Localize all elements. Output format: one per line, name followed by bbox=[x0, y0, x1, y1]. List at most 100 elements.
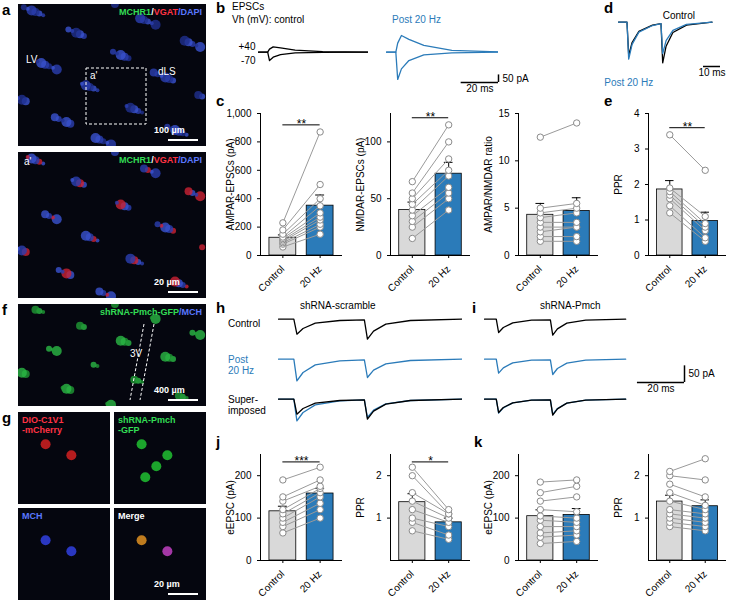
html-text:Post: Post bbox=[228, 354, 248, 365]
html-text:h: h bbox=[216, 299, 226, 316]
html-text:d: d bbox=[604, 0, 614, 16]
svg-text:200: 200 bbox=[235, 470, 252, 481]
svg-text:100: 100 bbox=[493, 512, 510, 523]
svg-text:100: 100 bbox=[365, 136, 382, 147]
html-text:20 Hz: 20 Hz bbox=[228, 365, 255, 376]
svg-text:20 Hz: 20 Hz bbox=[554, 568, 580, 594]
svg-text:10 ms: 10 ms bbox=[698, 67, 725, 78]
html-text:20 µm: 20 µm bbox=[154, 579, 180, 589]
svg-text:0: 0 bbox=[504, 250, 510, 261]
svg-text:**: ** bbox=[426, 110, 436, 124]
svg-text:0: 0 bbox=[634, 250, 640, 261]
svg-text:100: 100 bbox=[235, 512, 252, 523]
svg-text:400: 400 bbox=[235, 193, 252, 204]
svg-text:10: 10 bbox=[498, 155, 510, 166]
html-text:EPSCs: EPSCs bbox=[232, 1, 265, 12]
svg-text:-70: -70 bbox=[241, 55, 256, 66]
svg-text:***: *** bbox=[294, 454, 308, 468]
html-text:MCH: MCH bbox=[22, 511, 43, 521]
svg-text:Control: Control bbox=[663, 10, 695, 21]
html-text:-mCherry: -mCherry bbox=[22, 425, 62, 436]
svg-text:**: ** bbox=[683, 120, 693, 134]
svg-text:Control: Control bbox=[513, 263, 544, 294]
svg-text:20 Hz: 20 Hz bbox=[298, 568, 324, 594]
svg-text:AMPAR/NMDAR ratio: AMPAR/NMDAR ratio bbox=[483, 136, 494, 233]
svg-text:3: 3 bbox=[634, 143, 640, 154]
svg-text:+40: +40 bbox=[239, 41, 256, 52]
svg-text:20 ms: 20 ms bbox=[466, 83, 493, 94]
svg-text:1: 1 bbox=[376, 512, 382, 523]
svg-text:*: * bbox=[428, 454, 433, 468]
svg-text:2: 2 bbox=[634, 470, 640, 481]
html-text:Super-: Super- bbox=[228, 394, 258, 405]
html-text:imposed: imposed bbox=[228, 405, 266, 416]
svg-text:20 Hz: 20 Hz bbox=[426, 263, 452, 289]
svg-text:200: 200 bbox=[493, 470, 510, 481]
svg-text:PPR: PPR bbox=[355, 497, 366, 518]
svg-text:Control: Control bbox=[513, 568, 544, 599]
svg-text:20 Hz: 20 Hz bbox=[683, 263, 709, 289]
svg-text:**: ** bbox=[297, 117, 307, 131]
html-text:LV: LV bbox=[26, 54, 38, 65]
svg-text:Control: Control bbox=[643, 263, 674, 294]
svg-text:20 Hz: 20 Hz bbox=[426, 568, 452, 594]
svg-text:2: 2 bbox=[634, 179, 640, 190]
svg-text:0: 0 bbox=[246, 555, 252, 566]
svg-text:800: 800 bbox=[235, 136, 252, 147]
svg-text:NMDAR-EPSCs (pA): NMDAR-EPSCs (pA) bbox=[355, 138, 366, 232]
html-text:c: c bbox=[216, 92, 225, 109]
svg-text:Control: Control bbox=[385, 568, 416, 599]
html-text:shRNA-Pmch: shRNA-Pmch bbox=[540, 300, 601, 311]
svg-text:1: 1 bbox=[634, 512, 640, 523]
html-text:MCHR1 / VGAT /DAPI: MCHR1 / VGAT /DAPI bbox=[119, 7, 202, 17]
html-text:e: e bbox=[604, 92, 613, 109]
svg-text:AMPAR-EPSCs (pA): AMPAR-EPSCs (pA) bbox=[225, 138, 236, 230]
svg-text:Post 20 Hz: Post 20 Hz bbox=[604, 77, 653, 88]
html-text:3V: 3V bbox=[130, 348, 143, 359]
svg-text:eEPSC (pA): eEPSC (pA) bbox=[225, 480, 236, 534]
html-text:Control: Control bbox=[228, 318, 261, 329]
svg-text:50 pA: 50 pA bbox=[503, 73, 529, 84]
html-text:dLS: dLS bbox=[158, 66, 176, 77]
html-text:-GFP: -GFP bbox=[118, 425, 140, 436]
html-text:k: k bbox=[474, 433, 483, 450]
svg-text:15: 15 bbox=[498, 108, 510, 119]
svg-text:600: 600 bbox=[235, 165, 252, 176]
svg-text:20 Hz: 20 Hz bbox=[298, 263, 324, 289]
svg-text:eEPSC (pA): eEPSC (pA) bbox=[483, 480, 494, 534]
svg-text:PPR: PPR bbox=[613, 497, 624, 518]
html-text:shRNA-Pmch-GFP /MCH: shRNA-Pmch-GFP /MCH bbox=[100, 307, 202, 317]
html-text:a: a bbox=[2, 1, 11, 18]
html-text:shRNA-scramble: shRNA-scramble bbox=[300, 300, 376, 311]
html-text:Post 20 Hz: Post 20 Hz bbox=[392, 14, 441, 25]
svg-text:20 Hz: 20 Hz bbox=[554, 263, 580, 289]
html-text:b: b bbox=[216, 0, 226, 16]
html-text:400 µm: 400 µm bbox=[154, 385, 185, 395]
svg-text:1,000: 1,000 bbox=[226, 108, 251, 119]
svg-text:0: 0 bbox=[376, 250, 382, 261]
svg-text:200: 200 bbox=[235, 221, 252, 232]
svg-text:5: 5 bbox=[504, 202, 510, 213]
svg-text:Control: Control bbox=[256, 263, 287, 294]
html-text:20 µm: 20 µm bbox=[154, 277, 180, 287]
svg-text:50: 50 bbox=[370, 193, 382, 204]
html-text:MCHR1 / VGAT /DAPI: MCHR1 / VGAT /DAPI bbox=[119, 155, 202, 165]
svg-text:0: 0 bbox=[246, 250, 252, 261]
svg-text:PPR: PPR bbox=[613, 174, 624, 195]
svg-text:20 Hz: 20 Hz bbox=[683, 568, 709, 594]
html-text:shRNA-Pmch: shRNA-Pmch bbox=[118, 415, 176, 425]
svg-text:Control: Control bbox=[643, 568, 674, 599]
html-text:DIO-C1V1: DIO-C1V1 bbox=[22, 415, 64, 425]
svg-text:20 ms: 20 ms bbox=[647, 383, 674, 394]
svg-text:Control: Control bbox=[385, 263, 416, 294]
svg-text:Control: Control bbox=[256, 568, 287, 599]
svg-text:2: 2 bbox=[376, 470, 382, 481]
html-text:Merge: Merge bbox=[118, 511, 145, 521]
svg-text:0: 0 bbox=[504, 555, 510, 566]
svg-text:50 pA: 50 pA bbox=[689, 368, 715, 379]
svg-text:4: 4 bbox=[634, 108, 640, 119]
html-text:g: g bbox=[2, 409, 12, 426]
html-text:Vh (mV): control: Vh (mV): control bbox=[232, 14, 305, 25]
html-text:100 µm: 100 µm bbox=[154, 125, 185, 135]
svg-text:1: 1 bbox=[634, 214, 640, 225]
